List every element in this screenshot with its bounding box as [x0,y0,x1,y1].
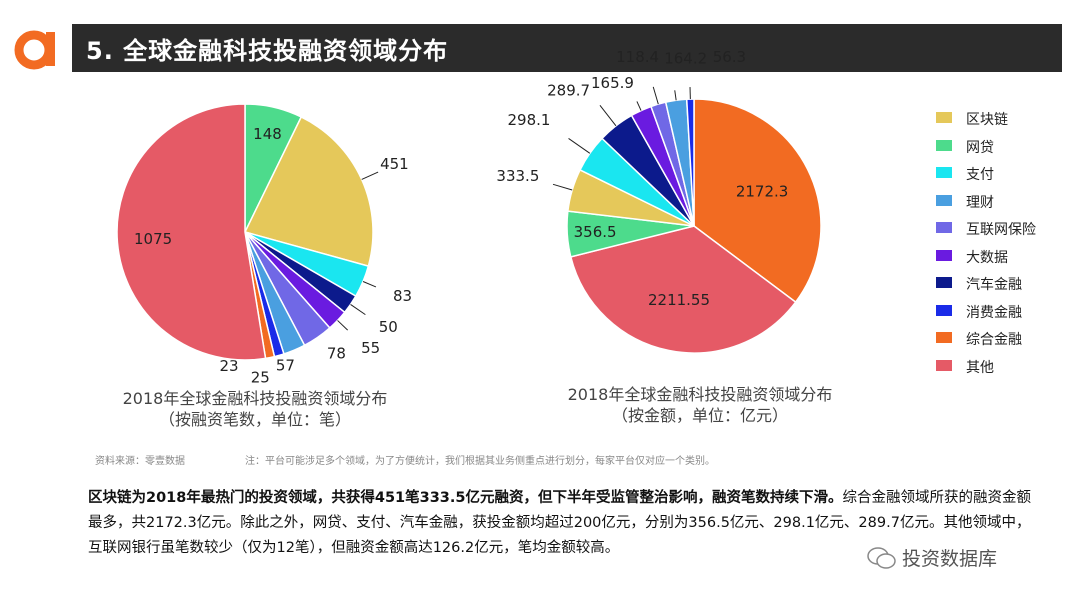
pie-1-data-label: 55 [361,339,380,357]
pie-2-data-label: 356.5 [574,223,617,241]
pie-1-data-label: 25 [251,368,270,386]
pie-1-leader-line [362,281,377,288]
legend-swatch [936,167,952,178]
legend-label: 支付 [966,167,994,183]
legend-swatch [936,222,952,233]
pie-2-data-label: 289.7 [547,81,590,99]
legend-label: 大数据 [966,249,1008,266]
pie-2-data-label: 165.9 [591,74,634,92]
title-bar [72,24,1062,72]
pie-2-slice [693,98,822,304]
legend-label: 消费金融 [966,304,1022,321]
pie-1-data-label: 78 [327,345,346,363]
pie-1-data-label: 1075 [134,230,172,248]
pie-2-leader-line [636,101,642,111]
summary-rest: 综合金融领域所获的融资金额最多，共2172.3亿元。除此之外，网贷、支付、汽车金… [88,490,1031,556]
pie-1-leader-line [350,304,366,316]
pie-1-data-label: 57 [276,356,295,374]
chart-2-caption: 2018年全球金融科技投融资领域分布 （按金额，单位：亿元） [545,384,855,426]
pie-2-data-label: 164.2 [664,49,707,67]
pie-1-slice [243,116,374,268]
legend-label: 综合金融 [966,332,1022,348]
wechat-icon [867,547,896,569]
legend-label: 汽车金融 [966,277,1022,293]
legend-swatch [936,112,952,123]
pie-1-data-label: 83 [393,287,412,305]
pie-2-data-label: 118.4 [616,48,659,66]
footnote: 注：平台可能涉足多个领域，为了方便统计，我们根据其业务侧重点进行划分，每家平台仅… [245,456,715,467]
legend-label: 区块链 [966,112,1008,128]
pie-1-data-label: 23 [219,357,238,375]
chart-1-subtitle: （按融资笔数，单位：笔） [158,410,351,429]
pie-2-data-label: 333.5 [496,167,539,185]
legend-swatch [936,194,952,206]
wechat-account-name: 投资数据库 [902,548,998,570]
legend-swatch [936,332,952,343]
legend-label: 互联网保险 [966,222,1036,238]
pie-2-leader-line [568,138,591,154]
chart-1-caption: 2018年全球金融科技投融资领域分布 （按融资笔数，单位：笔） [100,388,410,430]
legend-swatch [936,277,952,288]
pie-1-leader-line [361,171,379,180]
summary-paragraph: 区块链为2018年最热门的投资领域，共获得451笔333.5亿元融资，但下半年受… [88,486,1043,561]
summary-bold: 区块链为2018年最热门的投资领域，共获得451笔333.5亿元融资，但下半年受… [88,490,843,506]
pie-2-leader-line [652,86,659,105]
source-note: 资料来源：零壹数据 [95,456,185,467]
pie-2-data-label: 298.1 [508,111,551,129]
pie-2-slice [569,225,797,354]
pie-2-leader-line [674,90,677,101]
pie-1-data-label: 148 [253,125,282,143]
legend-label: 网贷 [966,139,994,156]
chart-2-subtitle: （按金额，单位：亿元） [611,406,788,425]
brand-logo [14,30,55,70]
legend-label: 其他 [966,359,994,376]
legend-swatch [936,304,952,316]
legend-swatch [936,359,952,371]
legend-swatch [936,139,952,151]
page-title: 5. 全球金融科技投融资领域分布 [86,37,449,65]
pie-2-slice [685,98,695,227]
pie-1-slice [116,103,267,361]
pie-1-data-label: 50 [379,318,398,336]
pie-2-data-label: 2172.3 [736,182,789,200]
pie-1-data-label: 451 [380,155,409,173]
chart-2-title: 2018年全球金融科技投融资领域分布 [567,385,833,404]
pie-2-data-label: 2211.55 [648,291,710,309]
pie-2-leader-line [552,183,573,191]
pie-2-leader-line [599,105,617,127]
pie-2-data-label: 56.3 [713,48,746,66]
pie-1-leader-line [337,320,349,331]
chart-1-title: 2018年全球金融科技投融资领域分布 [122,389,388,408]
legend-swatch [936,249,952,261]
legend-label: 理财 [966,194,994,211]
